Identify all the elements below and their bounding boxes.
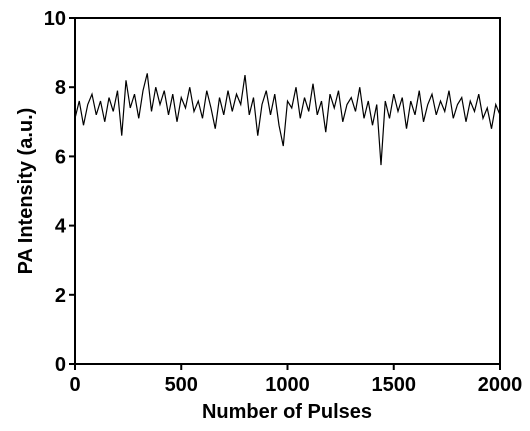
x-tick-label: 2000	[478, 374, 523, 396]
y-axis-label: PA Intensity (a.u.)	[15, 108, 37, 275]
plot-frame	[74, 17, 501, 365]
x-tick-label: 1000	[265, 374, 310, 396]
y-tick-label: 0	[55, 354, 66, 376]
y-tick-label: 2	[55, 285, 66, 307]
y-tick-label: 8	[55, 77, 66, 99]
x-tick-label: 0	[69, 374, 80, 396]
x-tick-label: 500	[165, 374, 198, 396]
x-tick-label: 1500	[372, 374, 417, 396]
x-axis-label: Number of Pulses	[202, 401, 372, 423]
y-tick-label: 4	[55, 216, 67, 238]
data-line	[74, 73, 501, 166]
y-tick-label: 6	[55, 146, 66, 168]
y-tick-label: 10	[44, 8, 66, 30]
